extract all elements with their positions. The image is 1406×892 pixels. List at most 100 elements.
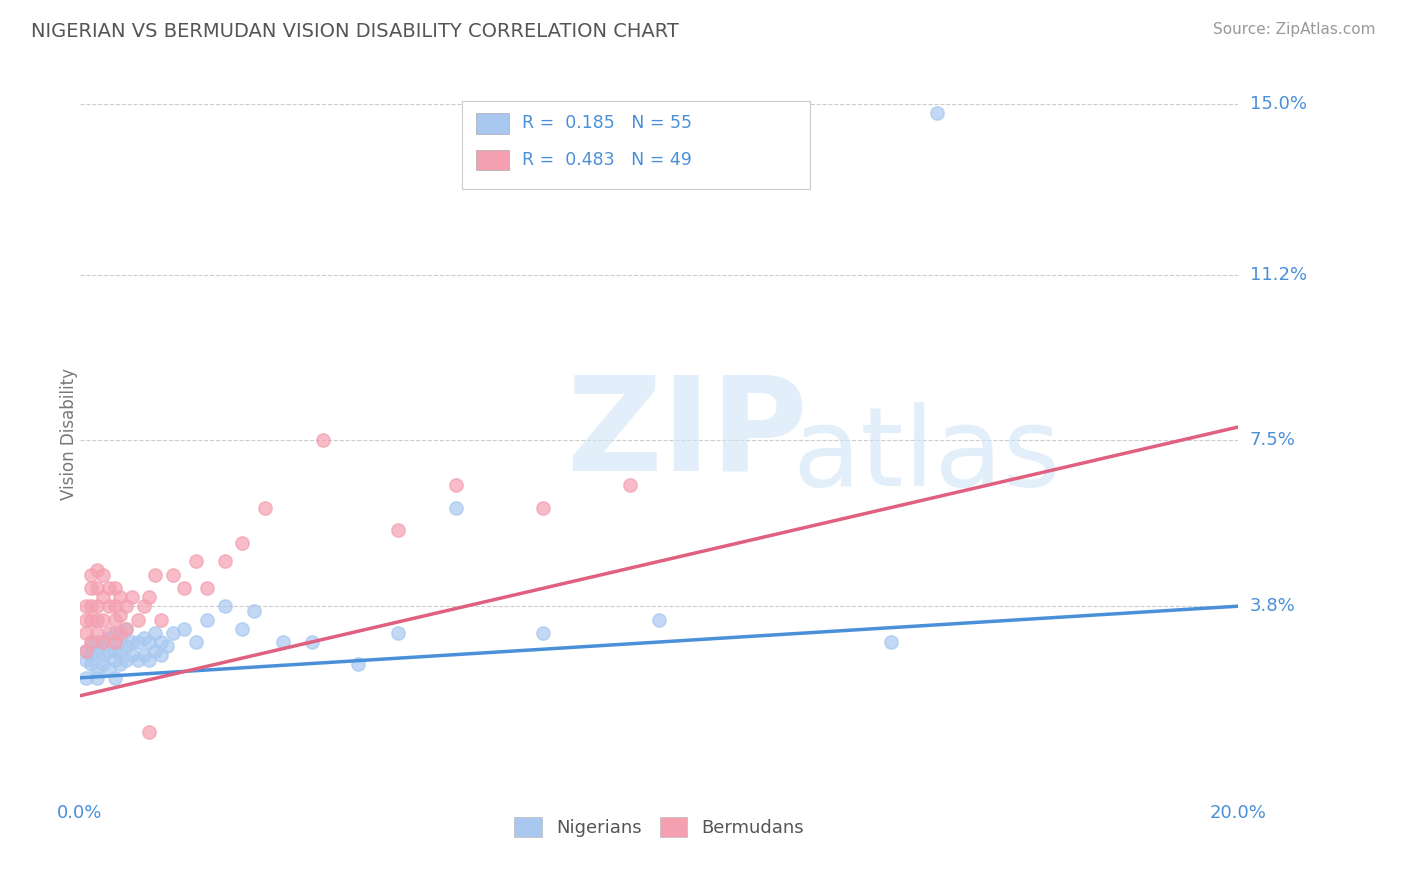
Point [271,635,294,649]
Y-axis label: Vision Disability: Vision Disability [60,368,77,500]
Point [173,622,195,636]
Point [231,622,253,636]
Point [121,648,143,663]
Point [531,626,554,640]
Point [127,653,149,667]
Text: Source: ZipAtlas.com: Source: ZipAtlas.com [1212,22,1375,37]
Point [619,478,641,492]
Point [91,635,114,649]
Point [104,635,127,649]
Point [648,613,671,627]
Point [97,662,120,676]
Point [143,567,166,582]
FancyBboxPatch shape [463,102,810,189]
Point [110,626,132,640]
Text: 15.0%: 15.0% [1250,95,1306,113]
Point [347,657,370,672]
Point [387,523,409,537]
Point [97,599,120,614]
Point [104,653,127,667]
Point [301,635,323,649]
Point [104,599,127,614]
Point [132,648,155,663]
Point [80,599,103,614]
Point [214,599,236,614]
Point [143,644,166,658]
Point [121,591,143,605]
Point [86,671,108,685]
Point [80,567,103,582]
Text: R =  0.483   N = 49: R = 0.483 N = 49 [523,151,692,169]
Point [91,613,114,627]
Point [80,640,103,654]
Point [149,648,172,663]
Point [173,581,195,595]
Point [104,581,127,595]
Point [75,613,97,627]
Point [149,613,172,627]
FancyBboxPatch shape [477,150,509,170]
Point [104,626,127,640]
Point [127,635,149,649]
Point [86,599,108,614]
Point [86,563,108,577]
Point [387,626,409,640]
Point [110,644,132,658]
Text: R =  0.185   N = 55: R = 0.185 N = 55 [523,114,692,132]
Point [195,613,218,627]
Point [115,622,138,636]
Text: atlas: atlas [793,402,1062,509]
Point [927,106,949,120]
Point [110,591,132,605]
Point [104,613,127,627]
Point [104,671,127,685]
Point [254,500,277,515]
Point [242,604,264,618]
Point [91,591,114,605]
Point [80,613,103,627]
Point [80,635,103,649]
Point [880,635,903,649]
Point [127,613,149,627]
Point [91,635,114,649]
Point [110,608,132,623]
Point [86,626,108,640]
Point [162,626,184,640]
Point [110,657,132,672]
Point [115,599,138,614]
Point [446,500,468,515]
Point [104,644,127,658]
Point [446,478,468,492]
Point [195,581,218,595]
Point [86,644,108,658]
Point [86,662,108,676]
Point [214,554,236,568]
Point [91,567,114,582]
Point [121,635,143,649]
Point [80,581,103,595]
Point [91,648,114,663]
Point [86,581,108,595]
Point [138,653,160,667]
Point [156,640,179,654]
Point [75,653,97,667]
Point [184,635,207,649]
Point [80,648,103,663]
Point [149,635,172,649]
Point [80,657,103,672]
Text: NIGERIAN VS BERMUDAN VISION DISABILITY CORRELATION CHART: NIGERIAN VS BERMUDAN VISION DISABILITY C… [31,22,679,41]
FancyBboxPatch shape [477,113,509,134]
Point [86,635,108,649]
Point [86,613,108,627]
Text: 7.5%: 7.5% [1250,432,1295,450]
Legend: Nigerians, Bermudans: Nigerians, Bermudans [508,810,811,845]
Point [75,644,97,658]
Text: ZIP: ZIP [567,370,808,497]
Point [91,657,114,672]
Point [115,640,138,654]
Point [138,724,160,739]
Point [110,631,132,645]
Point [75,626,97,640]
Point [115,622,138,636]
Point [97,581,120,595]
